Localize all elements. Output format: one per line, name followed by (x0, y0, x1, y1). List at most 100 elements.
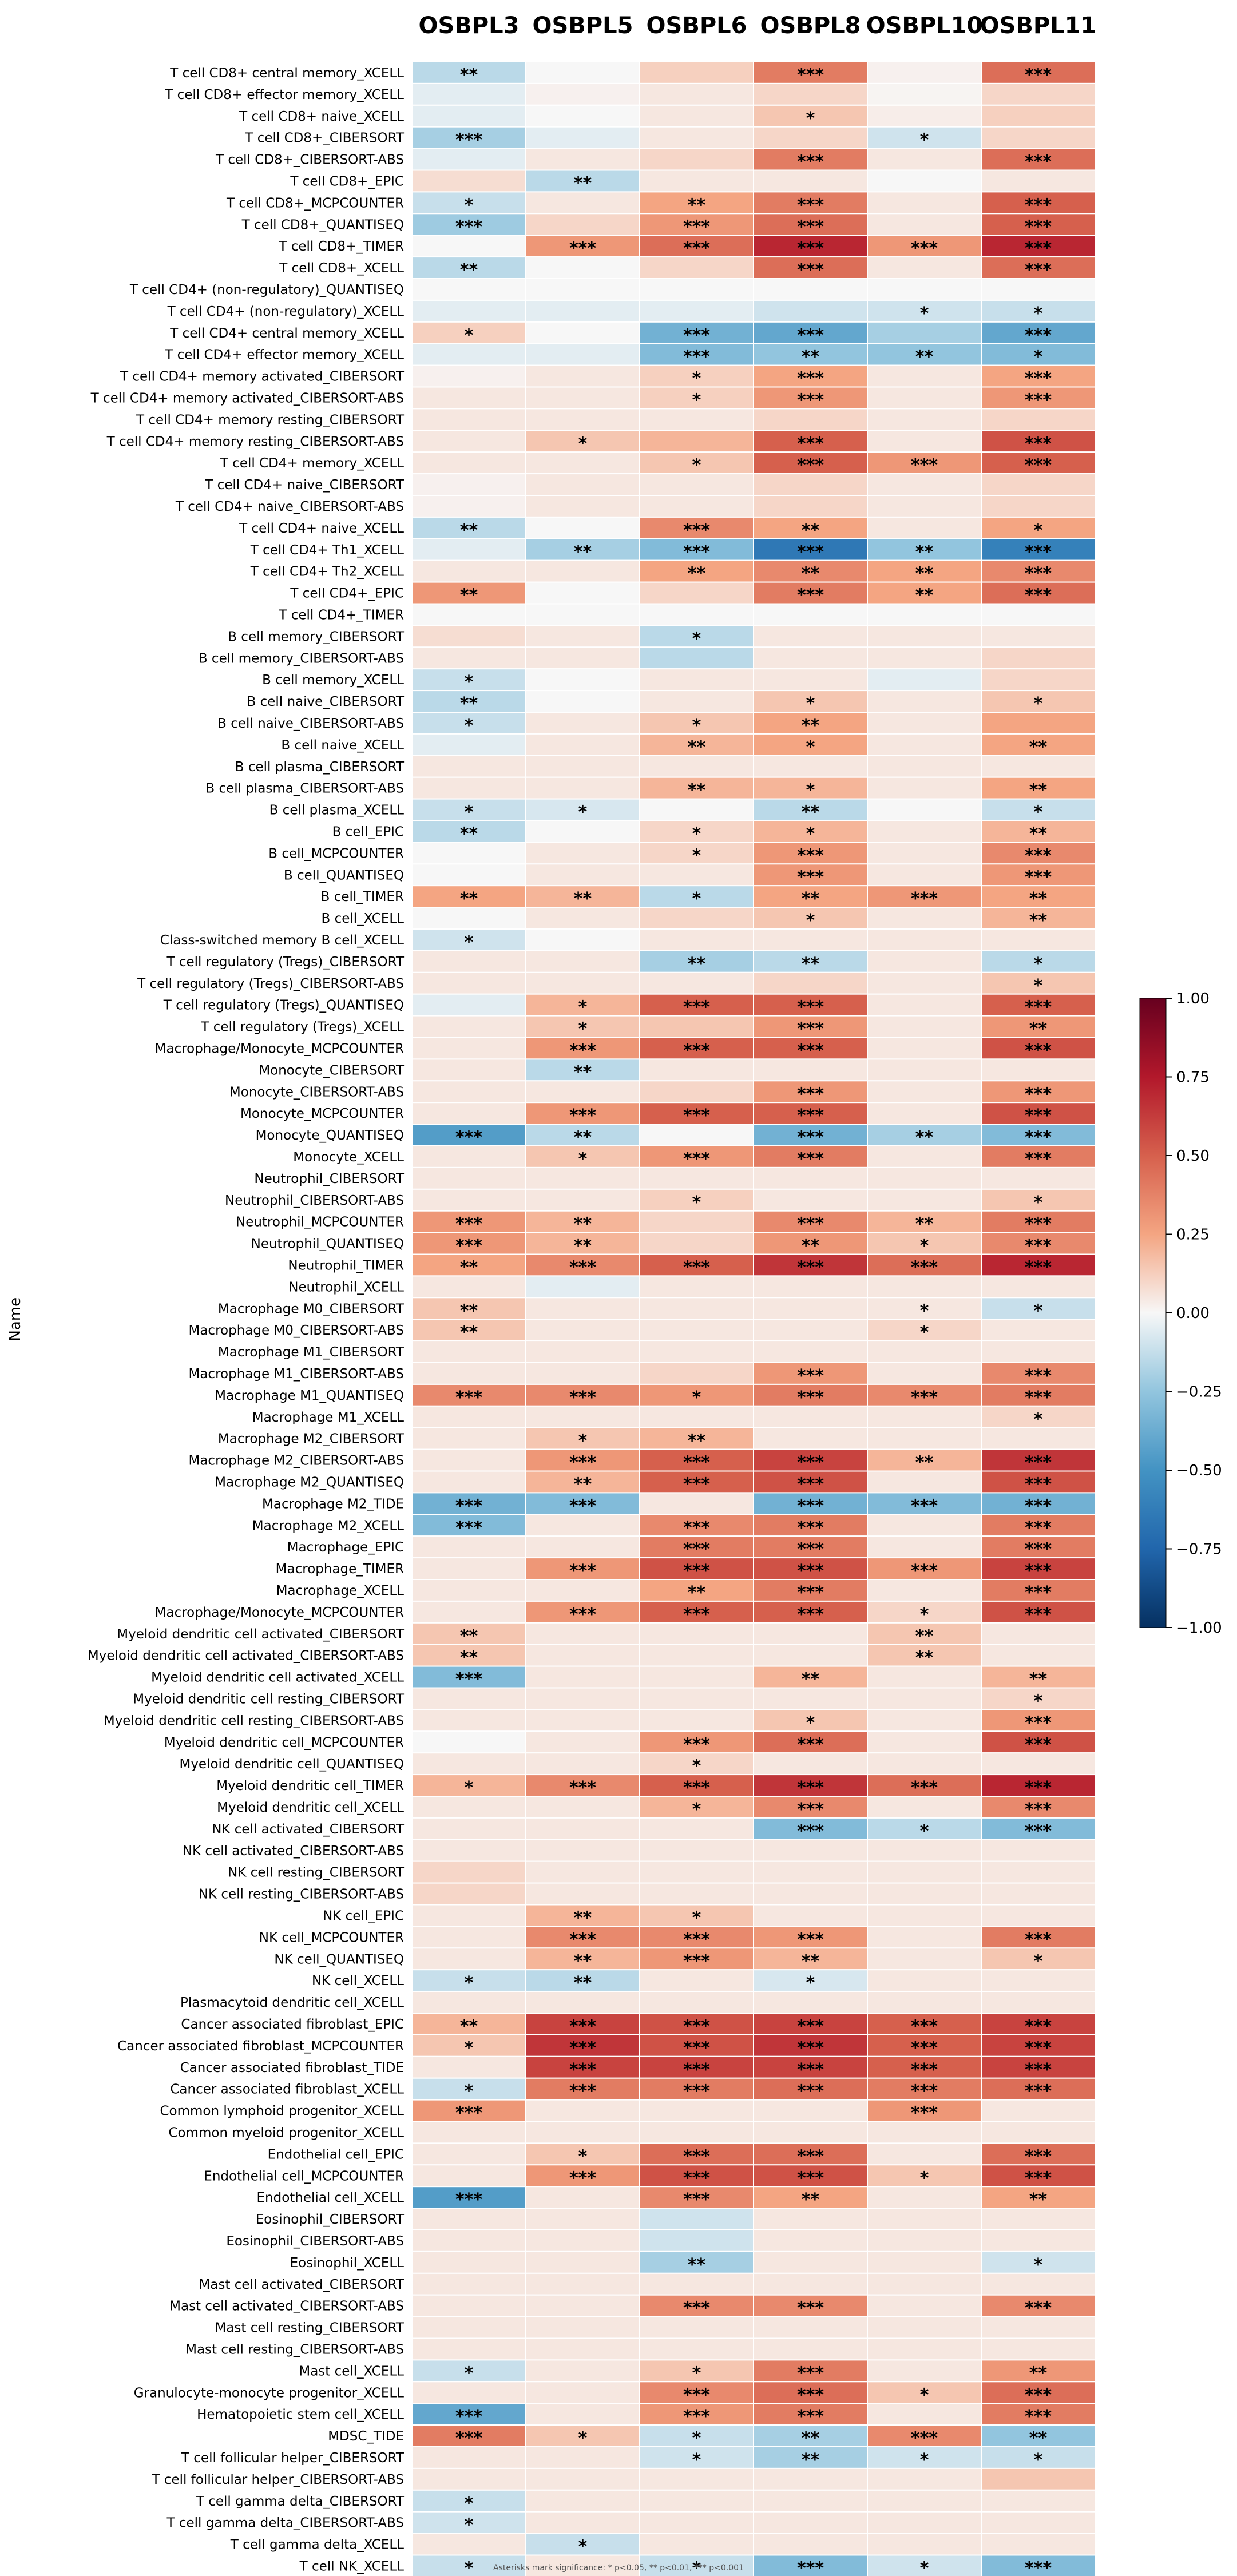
heatmap-cell (639, 1297, 754, 1320)
heatmap-cell (525, 408, 640, 431)
heatmap-cell (525, 364, 640, 388)
heatmap-cell (753, 755, 868, 778)
significance-star: *** (1025, 1041, 1052, 1061)
significance-star: *** (455, 1128, 482, 1148)
heatmap-cell (867, 2142, 982, 2166)
heatmap-cell (981, 712, 1096, 735)
heatmap-cell (411, 733, 526, 756)
colorbar-tick-label: 0.75 (1176, 1069, 1210, 1086)
heatmap-cell (525, 2467, 640, 2491)
heatmap-cell (525, 1600, 640, 1624)
row-label: Myeloid dendritic cell resting_CIBERSORT… (104, 1713, 404, 1728)
heatmap-cell (753, 950, 868, 973)
heatmap-cell (867, 1232, 982, 1255)
row-label: B cell_XCELL (322, 911, 405, 926)
row-label: Macrophage/Monocyte_MCPCOUNTER (155, 1041, 404, 1056)
heatmap-cell (981, 2186, 1096, 2209)
heatmap-cell (981, 1644, 1096, 1667)
significance-star: * (465, 2558, 474, 2576)
significance-star: * (806, 1713, 815, 1733)
heatmap-cell (639, 2511, 754, 2534)
heatmap-cell (525, 2294, 640, 2317)
heatmap-cell (867, 712, 982, 735)
heatmap-cell (753, 451, 868, 475)
heatmap-cell (981, 928, 1096, 951)
heatmap-cell (981, 1492, 1096, 1515)
heatmap-cell (753, 1969, 868, 1992)
heatmap-cell (981, 1470, 1096, 1494)
significance-star: *** (797, 1539, 824, 1559)
heatmap-cell (411, 1340, 526, 1364)
significance-star: *** (683, 1951, 710, 1971)
row-label: Endothelial cell_XCELL (257, 2190, 405, 2205)
significance-star: ** (460, 586, 478, 606)
significance-star: * (465, 672, 474, 692)
heatmap-cell (411, 408, 526, 431)
significance-star: ** (574, 1062, 592, 1082)
significance-star: ** (915, 564, 934, 584)
heatmap-cell (639, 1730, 754, 1754)
heatmap-cell (867, 148, 982, 171)
heatmap-cell (867, 2511, 982, 2534)
significance-star: *** (455, 1518, 482, 1538)
heatmap-cell (639, 1600, 754, 1624)
row-label: Macrophage M2_QUANTISEQ (215, 1475, 404, 1490)
significance-star: * (1034, 304, 1043, 324)
column-header: OSBPL6 (647, 13, 747, 39)
heatmap-cell (411, 1730, 526, 1754)
row-label: Cancer associated fibroblast_MCPCOUNTER (117, 2039, 404, 2054)
row-label: Mast cell activated_CIBERSORT-ABS (169, 2299, 404, 2314)
significance-star: *** (683, 239, 710, 259)
heatmap-cell (981, 1253, 1096, 1277)
row-label: T cell regulatory (Tregs)_XCELL (200, 1020, 404, 1035)
significance-star: * (465, 2515, 474, 2535)
significance-star: *** (797, 217, 824, 237)
significance-star: *** (683, 1561, 710, 1581)
heatmap-cell (411, 1427, 526, 1450)
significance-star: *** (1025, 2558, 1052, 2576)
heatmap-cell (867, 1796, 982, 1819)
heatmap-cell (525, 1145, 640, 1168)
heatmap-cell (753, 1687, 868, 1710)
heatmap-cell (753, 1166, 868, 1190)
heatmap-cell (411, 1969, 526, 1992)
significance-star: *** (797, 2146, 824, 2166)
heatmap-cell (867, 668, 982, 692)
heatmap-cell (525, 2099, 640, 2122)
heatmap-cell (525, 61, 640, 84)
heatmap-cell (867, 2533, 982, 2556)
significance-star: * (692, 716, 701, 736)
row-label: B cell plasma_XCELL (269, 803, 405, 818)
heatmap-cell (525, 1275, 640, 1299)
heatmap-cell (525, 2337, 640, 2361)
heatmap-cell (411, 690, 526, 713)
significance-star: * (1034, 2255, 1043, 2275)
heatmap-cell (525, 1774, 640, 1797)
heatmap-cell (867, 235, 982, 258)
heatmap-cell (525, 2121, 640, 2144)
heatmap-cell (867, 2337, 982, 2361)
significance-star: *** (1025, 1930, 1052, 1950)
heatmap-cell (867, 646, 982, 670)
significance-star: * (806, 737, 815, 757)
significance-star: * (692, 846, 701, 866)
heatmap-cell (867, 842, 982, 865)
significance-star: *** (1025, 1474, 1052, 1494)
significance-star: *** (1025, 2060, 1052, 2080)
significance-star: *** (569, 2038, 596, 2058)
heatmap-cell (525, 712, 640, 735)
heatmap-cell (981, 2533, 1096, 2556)
heatmap-cell (411, 2272, 526, 2296)
significance-star: *** (455, 1670, 482, 1690)
heatmap-cell (639, 1665, 754, 1689)
row-label: Macrophage M0_CIBERSORT (218, 1301, 405, 1316)
heatmap-cell (639, 2099, 754, 2122)
significance-star: *** (911, 2428, 938, 2448)
heatmap-cell (753, 798, 868, 821)
significance-star: *** (1025, 2299, 1052, 2319)
heatmap-cell (981, 2164, 1096, 2188)
heatmap-cell (867, 1535, 982, 1559)
significance-star: ** (802, 2428, 820, 2448)
heatmap-cell (411, 971, 526, 995)
row-label: Macrophage M1_QUANTISEQ (215, 1388, 404, 1403)
